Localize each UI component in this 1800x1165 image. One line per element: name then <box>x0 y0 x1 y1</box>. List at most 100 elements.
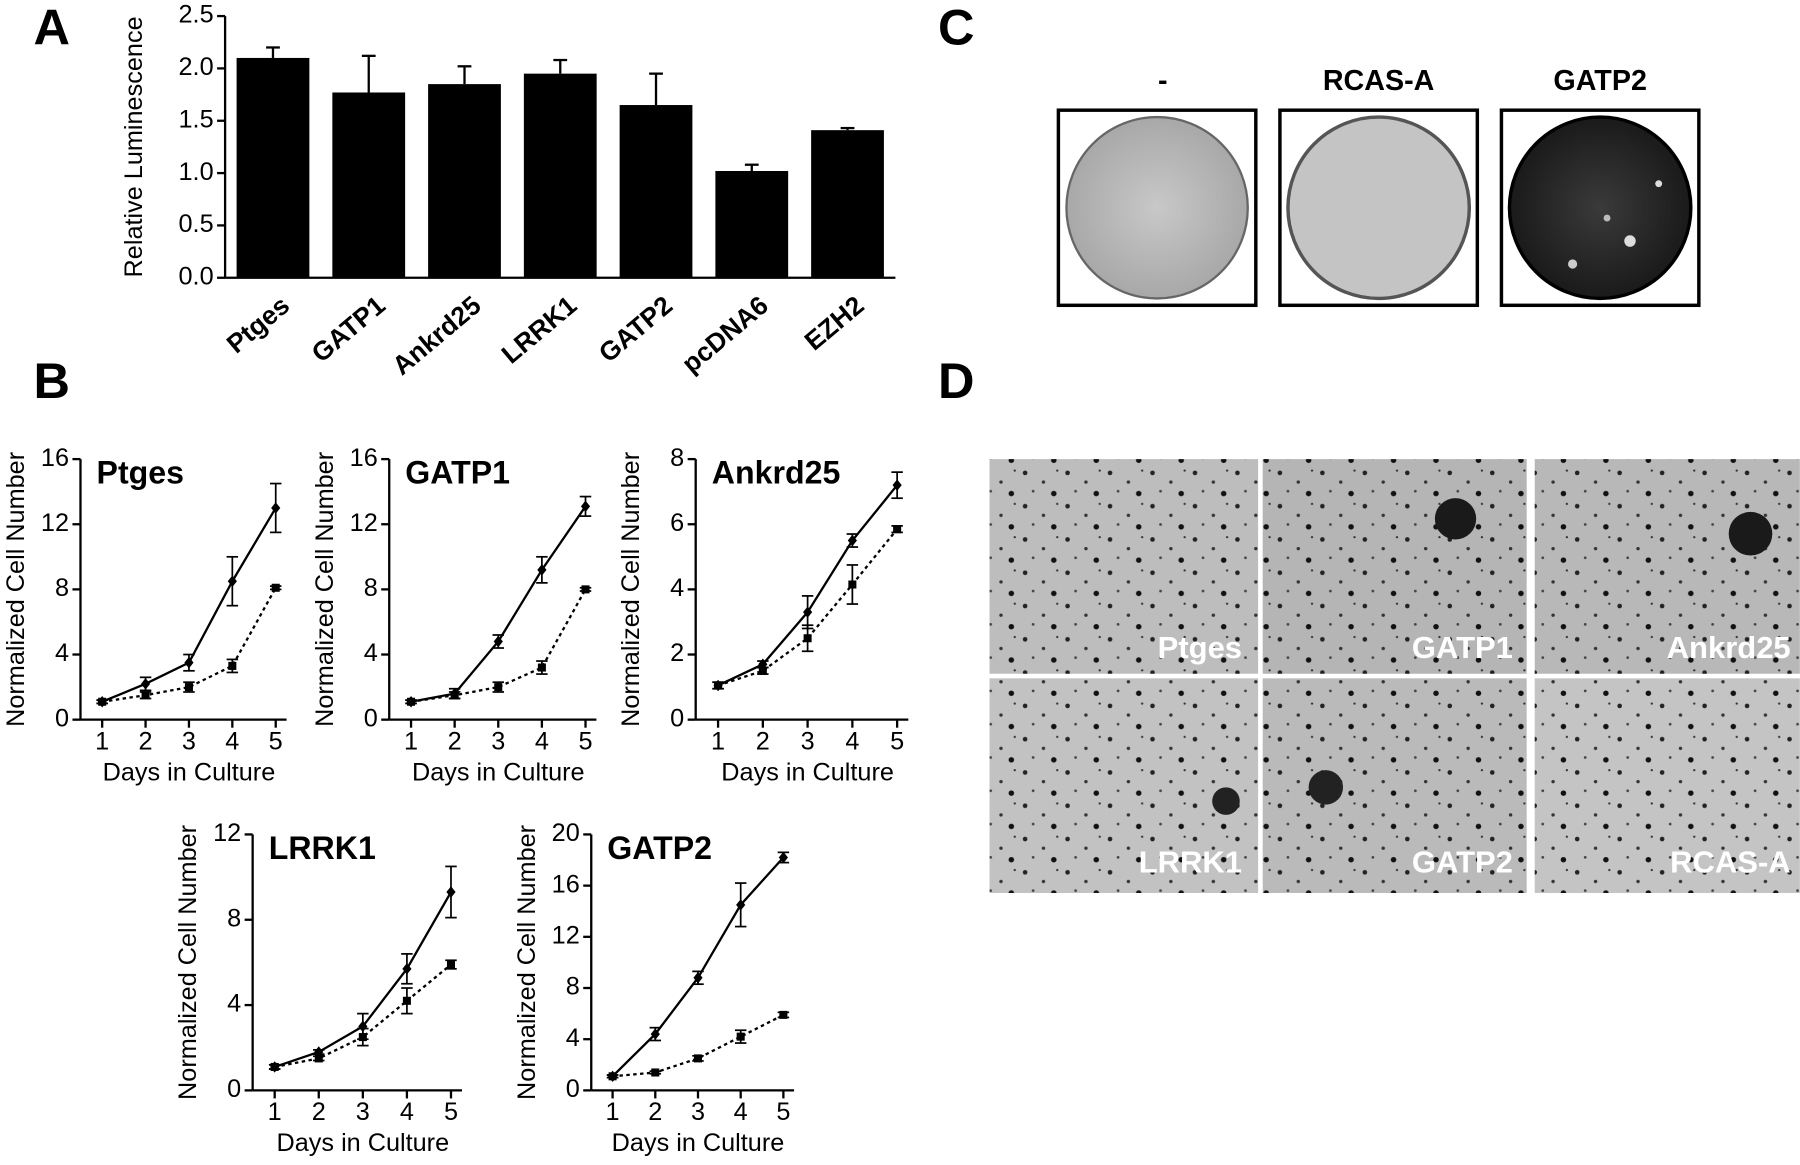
colony <box>1568 259 1578 269</box>
x-tick-label: 3 <box>691 1098 705 1126</box>
x-tick-label: 4 <box>734 1098 748 1126</box>
marker <box>271 583 280 592</box>
y-tick-label: 8 <box>566 973 580 1001</box>
series-line <box>611 856 785 1078</box>
image-label: LRRK1 <box>1139 844 1242 879</box>
x-tick-label: 4 <box>845 727 859 755</box>
marker <box>184 656 194 669</box>
y-tick-label: 8 <box>55 574 69 602</box>
y-axis-label: Relative Luminescence <box>120 16 148 277</box>
y-tick-label: 1.5 <box>179 105 214 133</box>
y-tick-label: 12 <box>41 509 69 537</box>
marker <box>537 564 547 576</box>
x-tick-label: 1 <box>95 727 109 755</box>
marker <box>651 1068 660 1077</box>
marker <box>693 972 703 984</box>
marker <box>779 1010 788 1019</box>
y-tick-label: 4 <box>364 639 378 667</box>
y-axis-label: Normalized Cell Number <box>174 825 202 1100</box>
y-tick-label: 0 <box>364 704 378 732</box>
y-tick-label: 2.0 <box>179 53 214 81</box>
x-tick-label: 3 <box>356 1098 370 1126</box>
marker <box>450 691 459 700</box>
x-tick-label: 2 <box>312 1098 326 1126</box>
x-tick-label: 2 <box>756 727 770 755</box>
colony-image <box>1262 678 1527 893</box>
image-label: GATP2 <box>1412 844 1513 879</box>
x-tick-label: 5 <box>776 1098 790 1126</box>
marker <box>270 1062 279 1071</box>
marker <box>446 960 456 969</box>
dish <box>1286 115 1472 301</box>
x-tick-label: pcDNA6 <box>676 290 774 379</box>
marker <box>358 1033 367 1042</box>
x-tick-label: 3 <box>182 727 196 755</box>
marker <box>608 1072 617 1081</box>
y-tick-label: 6 <box>670 509 684 537</box>
x-tick-label: Ankrd25 <box>386 290 486 381</box>
y-tick-label: 4 <box>566 1024 580 1052</box>
colony-image <box>1534 459 1800 674</box>
x-axis-label: Days in Culture <box>721 758 894 786</box>
panel-letter: C <box>938 0 974 55</box>
x-tick-label: 1 <box>606 1098 620 1126</box>
bar <box>715 170 789 278</box>
dish <box>1065 115 1249 300</box>
y-tick-label: 4 <box>55 639 69 667</box>
marker <box>778 851 788 864</box>
x-tick-label: GATP2 <box>593 290 678 368</box>
marker <box>402 963 412 975</box>
marker <box>736 1032 745 1041</box>
marker <box>803 606 813 618</box>
series-line <box>102 587 277 703</box>
marker <box>141 691 150 700</box>
y-tick-label: 12 <box>350 509 378 537</box>
bar <box>236 57 310 278</box>
y-tick-label: 8 <box>364 574 378 602</box>
marker <box>714 681 723 690</box>
series-line <box>101 507 277 703</box>
y-tick-label: 12 <box>213 819 241 847</box>
x-tick-label: 5 <box>269 727 283 755</box>
x-tick-label: 1 <box>711 727 725 755</box>
marker <box>581 585 590 594</box>
colony-image <box>989 678 1259 893</box>
x-tick-label: 1 <box>404 727 418 755</box>
colony <box>1603 214 1611 222</box>
dish-label: GATP2 <box>1553 65 1647 97</box>
x-tick-label: 4 <box>225 727 239 755</box>
panel-letter: B <box>34 352 70 409</box>
series-line <box>410 588 587 703</box>
chart-title: Ankrd25 <box>712 455 841 491</box>
x-axis-label: Days in Culture <box>103 758 276 786</box>
series-line <box>612 1013 784 1078</box>
x-tick-label: 3 <box>491 727 505 755</box>
colony <box>1624 235 1636 247</box>
y-tick-label: 2 <box>670 639 684 667</box>
marker <box>893 525 902 534</box>
bar <box>523 73 597 278</box>
x-axis-label: Days in Culture <box>612 1129 785 1157</box>
x-tick-label: 5 <box>578 727 592 755</box>
y-axis-label: Normalized Cell Number <box>617 452 645 727</box>
y-tick-label: 2.5 <box>179 1 214 29</box>
y-axis-label: Normalized Cell Number <box>2 452 30 727</box>
marker <box>228 661 237 670</box>
panel-c: - RCAS-A GATP2 <box>1056 65 1701 308</box>
panel-letter: A <box>34 0 70 55</box>
x-tick-label: 5 <box>444 1098 458 1126</box>
colony <box>1728 511 1773 556</box>
marker <box>693 1054 703 1063</box>
y-tick-label: 8 <box>670 444 684 472</box>
x-tick-label: GATP1 <box>306 290 391 368</box>
marker <box>537 663 546 672</box>
colony-image <box>1534 678 1800 893</box>
dish-label: - <box>1158 65 1168 97</box>
series-line <box>717 484 899 687</box>
x-axis-label: Days in Culture <box>412 758 585 786</box>
y-tick-label: 0.5 <box>179 210 214 238</box>
marker <box>494 683 503 692</box>
panel-d: Ptges GATP1 Ankrd25 LRRK1 GATP2 RCAS-A <box>989 459 1800 893</box>
image-label: Ankrd25 <box>1667 630 1791 665</box>
y-axis-label: Normalized Cell Number <box>513 825 541 1100</box>
